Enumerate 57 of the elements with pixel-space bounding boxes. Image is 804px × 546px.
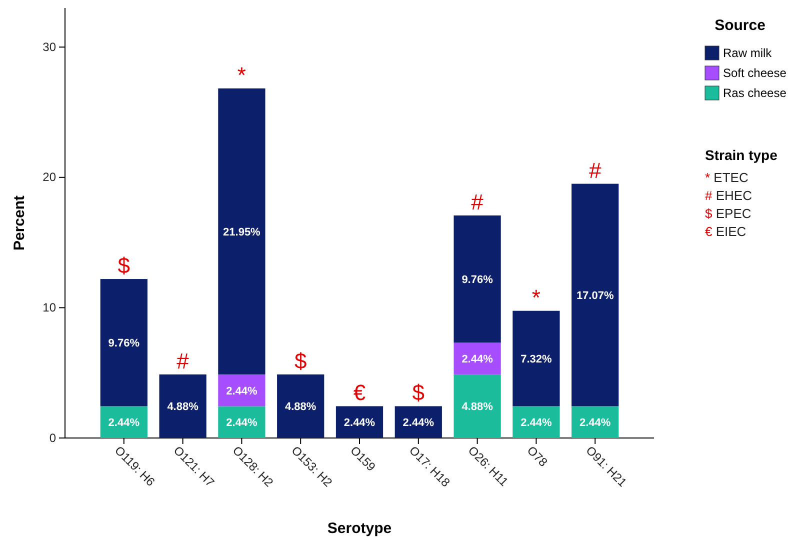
- annotation: $: [118, 253, 130, 278]
- annotation: $: [294, 348, 307, 374]
- bar: [218, 374, 266, 406]
- legend-label: Ras cheese: [723, 86, 787, 100]
- text: # EHEC: [705, 188, 752, 203]
- annotation: €: [353, 380, 366, 406]
- bar: [277, 374, 324, 438]
- y-tick-label: 30: [42, 40, 56, 54]
- data-label: 7.32%: [520, 354, 552, 366]
- bar: [218, 88, 266, 374]
- bar: [572, 184, 619, 406]
- data-label: 2.44%: [462, 354, 494, 366]
- annotation: #: [176, 348, 190, 374]
- x-tick-label: O78: [524, 443, 550, 470]
- text: * ETEC: [705, 170, 748, 185]
- text: Strain type: [705, 147, 778, 163]
- y-tick-label: 20: [42, 170, 56, 184]
- bar: [159, 374, 206, 438]
- data-label: 21.95%: [223, 226, 261, 238]
- annotation: *: [237, 62, 246, 88]
- annotation: #: [588, 158, 602, 183]
- bar: [100, 406, 148, 438]
- data-label: 2.44%: [402, 417, 434, 430]
- bar: [100, 279, 148, 406]
- bar: [394, 406, 442, 438]
- data-label: 2.44%: [580, 417, 611, 430]
- data-label: 9.76%: [108, 338, 140, 350]
- bar: [454, 342, 501, 374]
- legend-title: Source: [714, 17, 766, 34]
- bar: [218, 406, 266, 438]
- data-label: 9.76%: [462, 274, 494, 286]
- bar: [512, 310, 560, 406]
- data-label: 2.44%: [344, 417, 376, 430]
- data-label: 4.88%: [462, 401, 494, 414]
- y-axis-title: Percent: [11, 195, 28, 251]
- text: € EIEC: [705, 224, 746, 239]
- bar: [336, 406, 384, 438]
- annotation: $: [412, 380, 425, 406]
- legend-label: Soft cheese: [723, 66, 787, 80]
- y-tick-label: 10: [42, 300, 56, 315]
- text: $ EPEC: [705, 206, 752, 221]
- bar: [572, 406, 619, 438]
- legend-label: Raw milk: [723, 46, 773, 60]
- annotation: *: [532, 284, 541, 310]
- data-label: 2.44%: [226, 385, 258, 398]
- bar: [454, 215, 501, 343]
- data-label: 2.44%: [108, 417, 140, 430]
- data-label: 17.07%: [576, 290, 614, 302]
- bar: [512, 406, 560, 438]
- data-label: 2.44%: [520, 417, 552, 430]
- data-label: 2.44%: [226, 417, 258, 430]
- bar: [454, 374, 501, 438]
- data-label: 4.88%: [285, 401, 316, 414]
- x-axis-title: Serotype: [327, 520, 392, 537]
- data-label: 4.88%: [167, 401, 199, 414]
- annotation: #: [471, 189, 484, 214]
- y-tick-label: 0: [49, 430, 56, 445]
